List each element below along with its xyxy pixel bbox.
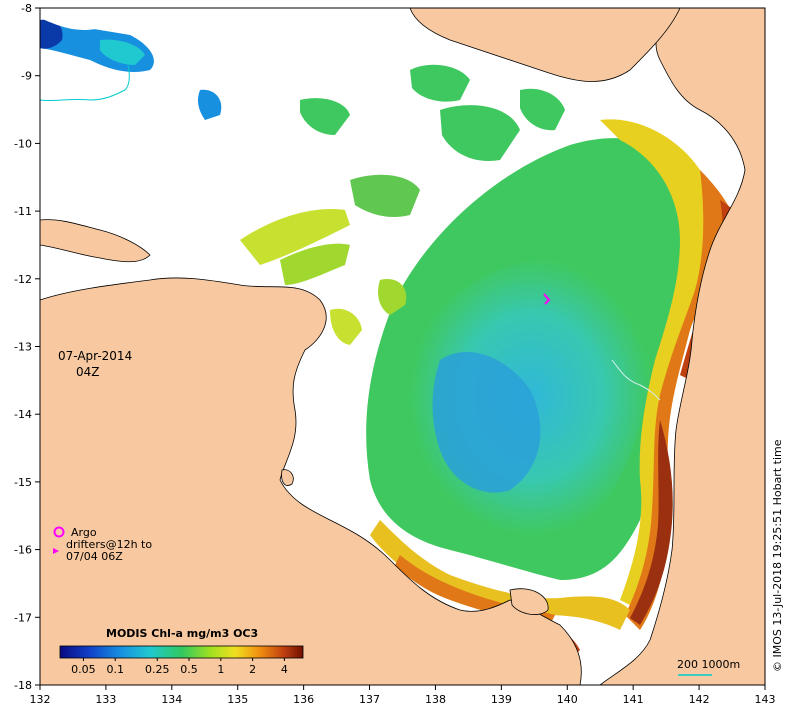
argo-legend: Argo drifters@12h to 07/04 06Z <box>53 526 152 563</box>
colorbar-gradient <box>59 645 304 659</box>
y-tick-label: -12 <box>14 273 32 286</box>
x-tick-label: 142 <box>689 693 710 706</box>
drifters-label-2: 07/04 06Z <box>66 550 123 563</box>
colorbar-tick-label: 0.25 <box>145 663 170 676</box>
colorbar-tick-label: 2 <box>249 663 256 676</box>
x-axis-ticks: 132 133 134 135 136 137 138 139 140 141 142 143 <box>30 685 776 706</box>
y-tick-label: -14 <box>14 408 32 421</box>
scale-legend: 200 1000m <box>677 658 740 676</box>
x-tick-label: 143 <box>755 693 776 706</box>
x-tick-label: 141 <box>623 693 644 706</box>
date-label: 07-Apr-2014 <box>58 349 132 363</box>
y-tick-label: -17 <box>14 611 32 624</box>
colorbar-tick-label: 4 <box>281 663 288 676</box>
argo-drifter-track <box>543 293 551 305</box>
credit-label: © IMOS 13-Jul-2018 19:25:51 Hobart time <box>771 439 784 672</box>
x-tick-label: 138 <box>425 693 446 706</box>
y-tick-label: -13 <box>14 341 32 354</box>
x-tick-label: 137 <box>359 693 380 706</box>
colorbar-tick-label: 1 <box>217 663 224 676</box>
drifter-arrow-icon <box>53 548 59 554</box>
land <box>39 7 766 686</box>
drifters-label-1: drifters@12h to <box>66 538 152 551</box>
plot-area <box>39 7 766 686</box>
colorbar: MODIS Chl-a mg/m3 OC3 0.05 0.1 0.25 0.5 1 2 4 <box>59 627 304 676</box>
isobath-200m-east <box>611 359 661 401</box>
x-tick-label: 133 <box>95 693 116 706</box>
x-tick-label: 140 <box>557 693 578 706</box>
argo-circle-icon <box>53 526 65 538</box>
scale-label: 200 1000m <box>677 658 740 671</box>
colorbar-tick-label: 0.1 <box>106 663 124 676</box>
colorbar-tick-label: 0.05 <box>71 663 96 676</box>
x-tick-label: 136 <box>293 693 314 706</box>
time-label: 04Z <box>76 365 100 379</box>
argo-label: Argo <box>71 526 97 539</box>
x-tick-label: 135 <box>227 693 248 706</box>
y-tick-label: -18 <box>14 679 32 692</box>
colorbar-title: MODIS Chl-a mg/m3 OC3 <box>106 627 258 640</box>
y-tick-label: -9 <box>21 70 32 83</box>
y-tick-label: -8 <box>21 2 32 15</box>
colorbar-ticks: 0.05 0.1 0.25 0.5 1 2 4 <box>71 658 288 676</box>
y-axis-ticks: -8 -9 -10 -11 -12 -13 -14 -15 -16 -17 -18 <box>14 2 40 692</box>
y-tick-label: -11 <box>14 205 32 218</box>
isobath-200m <box>39 64 130 102</box>
x-tick-label: 139 <box>491 693 512 706</box>
colorbar-tick-label: 0.5 <box>180 663 198 676</box>
y-tick-label: -16 <box>14 544 32 557</box>
x-tick-label: 134 <box>161 693 182 706</box>
y-tick-label: -10 <box>14 137 32 150</box>
y-tick-label: -15 <box>14 476 32 489</box>
x-tick-label: 132 <box>30 693 51 706</box>
